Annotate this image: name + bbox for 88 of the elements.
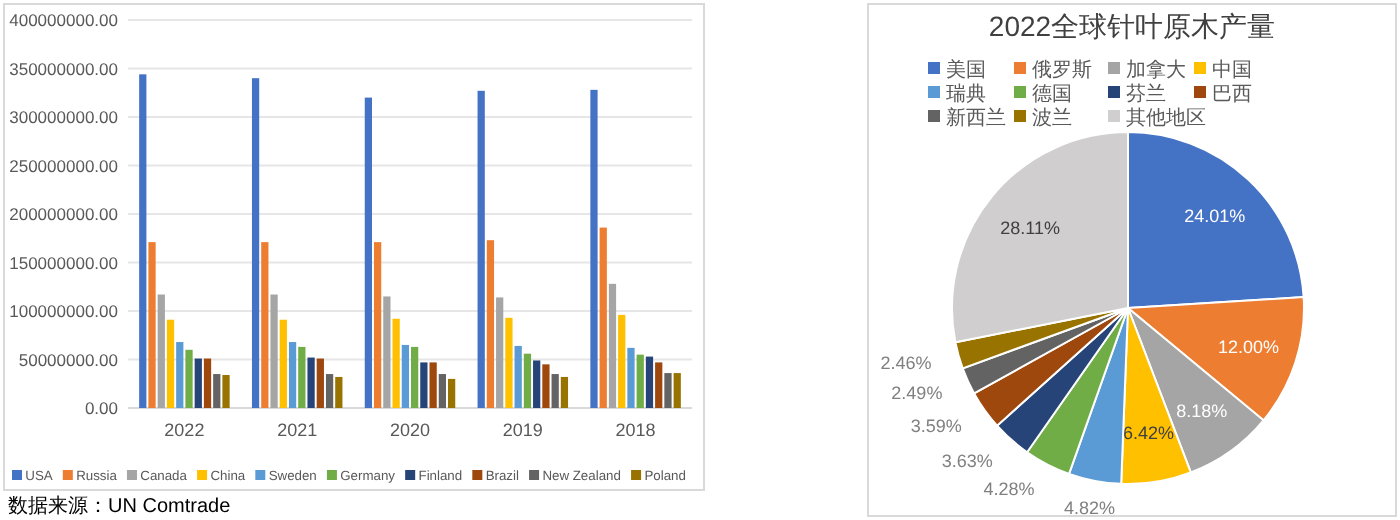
y-tick-label: 100000000.00 — [9, 301, 119, 321]
bar — [392, 318, 400, 408]
y-tick-label: 250000000.00 — [9, 155, 119, 176]
bar — [542, 364, 550, 408]
bar — [203, 358, 212, 408]
data-label: 28.11% — [1000, 217, 1060, 238]
bar — [307, 357, 315, 408]
legend-label: 美国 — [946, 58, 986, 82]
source-note: 数据来源：UN Comtrade — [8, 494, 232, 518]
bar — [270, 294, 278, 408]
x-tick-label: 2021 — [277, 420, 318, 440]
bar — [364, 97, 372, 408]
bar — [288, 342, 297, 408]
y-tick-label: 300000000.00 — [9, 107, 119, 127]
bar — [213, 374, 221, 408]
data-label: 6.42% — [1123, 423, 1175, 444]
y-tick-label: 50000000.00 — [18, 349, 119, 370]
bar — [261, 242, 269, 408]
bar — [139, 74, 147, 408]
x-tick-label: 2020 — [389, 420, 431, 440]
bar — [176, 342, 184, 408]
bar — [496, 297, 504, 408]
bar — [401, 344, 409, 408]
bar — [298, 346, 306, 408]
bar — [166, 319, 175, 408]
bar — [599, 227, 607, 408]
bar — [636, 354, 644, 408]
bar — [560, 376, 569, 408]
legend-label: 波兰 — [1032, 106, 1072, 130]
data-label: 24.01% — [1184, 205, 1246, 226]
bar — [251, 78, 260, 408]
bar — [645, 356, 654, 408]
bar — [673, 373, 681, 408]
bar — [514, 345, 522, 408]
bar — [420, 362, 428, 408]
legend-label: 其他地区 — [1126, 106, 1206, 130]
y-tick-label: 400000000.00 — [9, 10, 119, 30]
data-label: 2.46% — [880, 352, 932, 373]
legend-label: 芬兰 — [1126, 82, 1166, 106]
bar — [523, 353, 532, 408]
bar — [533, 360, 541, 408]
data-label: 4.28% — [983, 479, 1035, 500]
bar — [608, 283, 617, 408]
bar — [664, 373, 672, 408]
legend-label: 中国 — [1212, 58, 1252, 82]
data-label: 3.63% — [941, 450, 993, 471]
x-tick-label: 2022 — [164, 420, 205, 440]
bar — [411, 346, 419, 408]
y-tick-label: 200000000.00 — [9, 204, 119, 224]
bar — [655, 362, 663, 408]
legend-label: 巴西 — [1212, 84, 1252, 106]
data-label: 3.59% — [910, 416, 962, 437]
bar — [316, 358, 324, 408]
data-label: 12.00% — [1217, 337, 1280, 358]
bar — [374, 242, 382, 408]
y-tick-label: 0.00 — [84, 398, 119, 418]
bar — [618, 314, 626, 408]
legend-label: 俄罗斯 — [1032, 58, 1092, 82]
bar — [383, 296, 391, 408]
bar — [551, 374, 559, 408]
bar — [590, 89, 598, 408]
bar — [429, 362, 437, 408]
bar — [279, 319, 287, 408]
bar — [627, 347, 635, 408]
data-label: 2.49% — [891, 382, 943, 403]
bar — [477, 90, 485, 408]
x-tick-label: 2019 — [502, 420, 543, 440]
y-tick-label: 150000000.00 — [9, 252, 119, 273]
bar — [157, 294, 165, 408]
data-label: 8.18% — [1176, 401, 1228, 421]
bar — [222, 375, 230, 408]
bar — [335, 376, 343, 408]
chart-title: 2022全球针叶原木产量 — [988, 10, 1276, 42]
bar — [438, 374, 446, 408]
bar — [448, 378, 456, 408]
bar — [148, 242, 156, 408]
legend-label: 新西兰 — [946, 106, 1006, 130]
legend-label: 瑞典 — [946, 82, 986, 106]
bar — [505, 317, 513, 408]
bar — [325, 374, 334, 408]
legend-label: 加拿大 — [1126, 58, 1186, 82]
bar — [194, 358, 202, 408]
y-tick-label: 350000000.00 — [9, 58, 119, 79]
bar — [486, 240, 495, 408]
legend-label: 德国 — [1032, 84, 1072, 106]
bar — [185, 349, 193, 408]
data-label: 4.82% — [1063, 498, 1115, 519]
x-tick-label: 2018 — [615, 420, 656, 440]
